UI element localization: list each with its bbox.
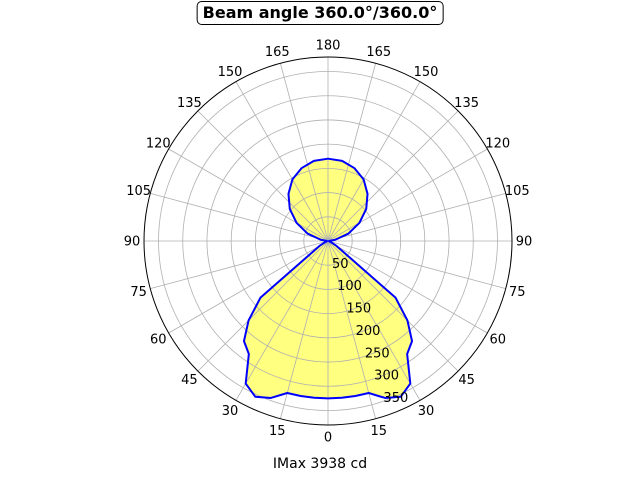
angle-tick-label-1: 15: [370, 424, 387, 439]
radial-tick-label-4: 250: [365, 346, 390, 361]
angular-gridline-8: [327, 148, 488, 242]
series-line-0: [242, 157, 414, 400]
angular-gridline-22: [235, 240, 329, 401]
angular-gridline-9: [327, 110, 459, 242]
angle-tick-label-21: 45: [181, 373, 198, 388]
angle-tick-label-8: 120: [485, 137, 510, 152]
angular-gridline-11: [327, 63, 377, 242]
angular-gridline-20: [168, 240, 329, 334]
radial-tick-label-5: 300: [374, 369, 399, 384]
angle-tick-label-11: 165: [366, 45, 391, 60]
radial-tick-label-0: 50: [332, 257, 349, 272]
angular-gridline-16: [168, 148, 329, 242]
radial-tick-label-6: 350: [383, 391, 408, 406]
angle-tick-label-12: 180: [316, 39, 341, 54]
angle-tick-label-6: 90: [516, 235, 533, 250]
angle-tick-label-13: 165: [265, 45, 290, 60]
angular-gridline-3: [327, 240, 459, 372]
angular-gridline-14: [235, 81, 329, 242]
angle-tick-label-5: 75: [509, 285, 526, 300]
polar-frame: [143, 56, 513, 426]
radial-tick-label-3: 200: [356, 324, 381, 339]
angular-gridline-23: [279, 240, 329, 419]
radial-tick-label-2: 150: [346, 302, 371, 317]
angular-gridline-5: [327, 240, 506, 290]
angular-gridline-15: [197, 110, 329, 242]
angle-tick-label-17: 105: [126, 184, 151, 199]
angle-tick-label-3: 45: [458, 373, 475, 388]
angle-tick-label-22: 30: [222, 404, 239, 419]
angle-tick-label-0: 0: [324, 431, 332, 446]
angle-tick-label-14: 150: [218, 65, 243, 80]
angular-gridline-10: [327, 81, 421, 242]
angular-gridline-1: [327, 240, 377, 419]
angular-gridline-17: [150, 192, 329, 242]
x-axis-label: IMax 3938 cd: [272, 456, 368, 472]
angle-tick-label-9: 135: [454, 96, 479, 111]
angular-gridline-7: [327, 192, 506, 242]
angular-gridline-19: [150, 240, 329, 290]
angle-tick-label-16: 120: [146, 137, 171, 152]
angular-gridline-13: [279, 63, 329, 242]
angle-tick-label-2: 30: [418, 404, 435, 419]
angle-tick-label-10: 150: [414, 65, 439, 80]
angle-tick-label-4: 60: [489, 333, 506, 348]
angular-gridline-2: [327, 240, 421, 401]
radial-tick-label-1: 100: [337, 279, 362, 294]
angular-gridline-4: [327, 240, 488, 334]
angular-gridline-21: [197, 240, 329, 372]
angle-tick-label-18: 90: [124, 235, 141, 250]
angle-tick-label-15: 135: [177, 96, 202, 111]
angle-tick-label-19: 75: [130, 285, 147, 300]
angle-tick-label-23: 15: [269, 424, 286, 439]
chart-title: Beam angle 360.0°/360.0°: [196, 1, 444, 25]
angle-tick-label-20: 60: [150, 333, 167, 348]
angle-tick-label-7: 105: [505, 184, 530, 199]
